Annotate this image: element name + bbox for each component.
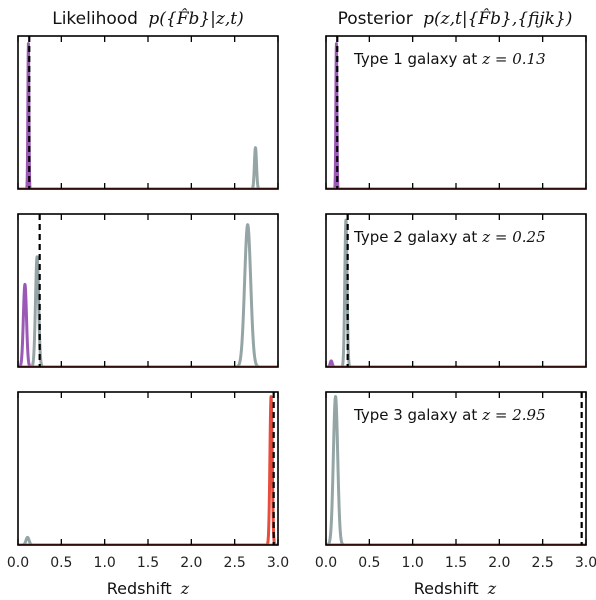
series-type-1-likelihood-row-2 (18, 282, 278, 367)
xtick-label-likelihood-2: 1.0 (94, 555, 116, 571)
panels: Type 1 galaxy at z = 0.13 Type 2 galaxy at… (7, 35, 596, 571)
annotation-row-1: Type 1 galaxy at z = 0.13 (353, 50, 546, 68)
xtick-label-likelihood-0: 0.0 (7, 555, 29, 571)
annotation-text-row-1: Type 1 galaxy at (353, 50, 477, 68)
plot-area-posterior-row-2 (326, 214, 586, 367)
plot-area-likelihood-row-2 (18, 214, 278, 367)
right-column-title: Posterior p(z,t|{F̂b},{fijk}) (338, 9, 573, 29)
xtick-label-likelihood-4: 2.0 (180, 555, 202, 571)
axes-frame-likelihood-row-3 (17, 391, 279, 546)
right-title-math: p(z,t|{F̂b},{fijk}) (423, 9, 572, 29)
annotation-text-row-2: Type 2 galaxy at (353, 228, 477, 246)
panel-posterior-row-2: Type 2 galaxy at z = 0.25 (325, 213, 587, 368)
xtick-label-likelihood-6: 3.0 (267, 555, 289, 571)
panel-posterior-row-3: Type 3 galaxy at z = 2.95 0.0 0.5 1.0 1.5 2.0 2… (315, 391, 596, 571)
annotation-math-row-1: z = 0.13 (481, 50, 545, 68)
xtick-label-posterior-1: 0.5 (358, 555, 380, 571)
panel-likelihood-row-1 (17, 35, 279, 190)
plot-area-posterior-row-1 (326, 36, 586, 189)
right-title-prefix: Posterior (338, 9, 413, 29)
xtick-label-posterior-6: 3.0 (575, 555, 596, 571)
axes-frame-likelihood-row-1 (17, 35, 279, 190)
annotation-math-row-3: z = 2.95 (481, 406, 545, 424)
annotation-row-3: Type 3 galaxy at z = 2.95 (353, 406, 546, 424)
left-column-title: Likelihood p({F̂b}|z,t) (52, 9, 244, 29)
panel-likelihood-row-2 (17, 213, 279, 368)
annotation-math-row-2: z = 0.25 (481, 228, 545, 246)
plot-area-posterior-row-3 (326, 392, 586, 545)
xtick-label-posterior-0: 0.0 (315, 555, 337, 571)
xtick-label-posterior-4: 2.0 (488, 555, 510, 571)
xtick-label-likelihood-5: 2.5 (224, 555, 246, 571)
annotation-row-2: Type 2 galaxy at z = 0.25 (353, 228, 546, 246)
series-type-2-likelihood-row-1 (18, 146, 278, 189)
series-type-2-likelihood-row-2 (18, 223, 278, 367)
xtick-label-posterior-3: 1.5 (445, 555, 467, 571)
xtick-label-likelihood-1: 0.5 (50, 555, 72, 571)
panel-posterior-row-1: Type 1 galaxy at z = 0.13 (325, 35, 587, 190)
plot-area-likelihood-row-1 (18, 36, 278, 189)
annotation-text-row-3: Type 3 galaxy at (353, 406, 477, 424)
plot-area-likelihood-row-3 (18, 392, 278, 545)
panel-likelihood-row-3: 0.0 0.5 1.0 1.5 2.0 2.5 3.0 (7, 391, 289, 571)
xtick-label-likelihood-3: 1.5 (137, 555, 159, 571)
xtick-label-posterior-5: 2.5 (532, 555, 554, 571)
left-title-math: p({F̂b}|z,t) (148, 9, 243, 29)
axes-frame-likelihood-row-2 (17, 213, 279, 368)
xtick-label-posterior-2: 1.0 (402, 555, 424, 571)
left-title-prefix: Likelihood (52, 9, 138, 29)
left-xlabel: Redshift z (107, 579, 190, 598)
right-xlabel: Redshift z (414, 579, 497, 598)
series-type-1-likelihood-row-1 (18, 42, 278, 189)
series-type-3-likelihood-row-3 (18, 395, 278, 545)
